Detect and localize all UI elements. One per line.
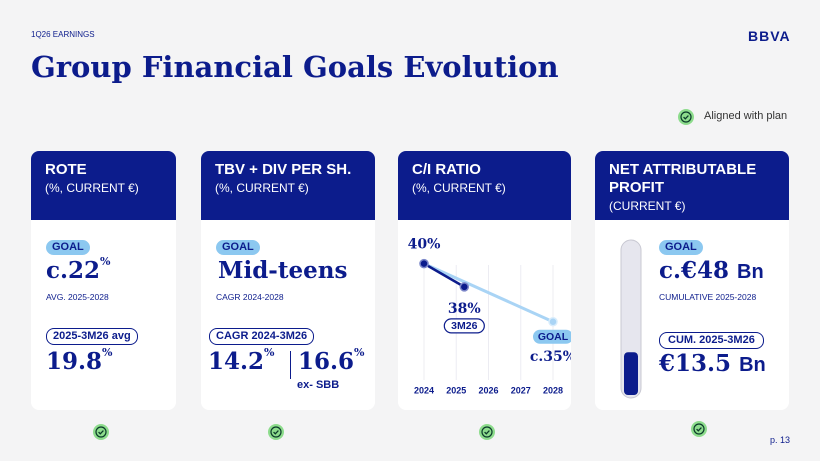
card-title: ROTE (45, 161, 87, 178)
actual-tag: CAGR 2024-3M26 (209, 328, 315, 345)
card-header: C/I RATIO (%, CURRENT €) (398, 151, 571, 220)
unit: Bn (739, 354, 766, 376)
title: Group Financial Goals Evolution (31, 50, 559, 84)
goal-tag: GOAL (659, 240, 703, 255)
value: Mid-teens (218, 257, 348, 284)
eyebrow: 1Q26 EARNINGS (31, 30, 95, 39)
unit: Bn (737, 261, 764, 283)
value: 48 (697, 257, 730, 284)
x-tick-label: 2027 (511, 385, 531, 395)
line (423, 262, 465, 288)
actual-value: 14.2% (208, 346, 275, 375)
goal-tag: GOAL (46, 240, 90, 255)
card-subtitle: (%, CURRENT €) (45, 181, 139, 195)
ci-chart: 2024 2025 2026 2027 2028 c.35% GOAL 40% 38% 3M26 (408, 237, 571, 395)
unit: % (354, 346, 365, 359)
goal-note: AVG. 2025-2028 (46, 292, 109, 302)
card: NET ATTRIBUTABLE PROFIT (CURRENT €) GOAL … (595, 151, 789, 410)
point-tag-box (533, 329, 571, 344)
gauge-fill (624, 352, 638, 395)
value: 13.5 (675, 350, 732, 377)
value-label: 40% (408, 237, 441, 253)
card: ROTE (%, CURRENT €) GOAL c.22% AVG. 2025-… (31, 151, 176, 410)
check-icon (678, 109, 694, 125)
actual-value: 19.8% (46, 346, 113, 375)
actual-alt-value: 16.6% (298, 346, 365, 375)
card-header: NET ATTRIBUTABLE PROFIT (CURRENT €) (595, 151, 789, 220)
legend-label: Aligned with plan (704, 110, 788, 122)
card-title: C/I RATIO (412, 161, 481, 178)
check-icon (691, 421, 707, 437)
divider (290, 351, 291, 379)
logo: BBVA (748, 28, 791, 44)
check-icon (93, 424, 109, 440)
card-title: TBV + DIV PER SH. (215, 161, 352, 178)
point (548, 317, 558, 327)
point (419, 258, 429, 269)
goal-note: CUMULATIVE 2025-2028 (659, 292, 757, 302)
card-subtitle: (CURRENT €) (609, 199, 686, 213)
card-header: ROTE (%, CURRENT €) (31, 151, 176, 220)
point-tag-box (443, 318, 485, 334)
prefix: € (659, 350, 676, 377)
goal-tag: GOAL (216, 240, 260, 255)
actual-tag: 2025-3M26 avg (46, 328, 138, 345)
page-number: p. 13 (770, 435, 791, 445)
point-tag: 3M26 (451, 320, 477, 332)
line (423, 262, 554, 324)
prefix: c.€ (659, 257, 698, 284)
goal-value: c.22% (46, 255, 111, 284)
actual-value: €13.5 Bn (659, 350, 766, 377)
goal-value: c.€48 Bn (659, 257, 764, 284)
card: TBV + DIV PER SH. (%, CURRENT €) GOAL Mid… (201, 151, 375, 410)
value: 14.2 (208, 348, 265, 375)
actual-tag: CUM. 2025-3M26 (659, 332, 764, 349)
point-tag: GOAL (538, 331, 569, 343)
actual-alt-note: ex- SBB (297, 379, 340, 391)
value: c.22 (46, 257, 101, 284)
unit: % (102, 346, 113, 359)
card-subtitle: (%, CURRENT €) (215, 181, 309, 195)
point (459, 282, 470, 292)
unit: % (100, 255, 111, 268)
card: C/I RATIO (%, CURRENT €) 2024 2025 2026 2027… (398, 151, 571, 410)
value: 19.8 (46, 348, 103, 375)
card-subtitle: (%, CURRENT €) (412, 181, 506, 195)
goal-note: CAGR 2024-2028 (216, 292, 284, 302)
value-label: c.35% (530, 349, 571, 365)
value: 16.6 (298, 348, 355, 375)
x-tick-label: 2024 (414, 385, 434, 395)
card-title: NET ATTRIBUTABLE PROFIT (609, 161, 757, 196)
unit: % (264, 346, 275, 359)
value-label: 38% (448, 301, 481, 317)
card-header: TBV + DIV PER SH. (%, CURRENT €) (201, 151, 375, 220)
check-icon (479, 424, 495, 440)
progress-gauge (620, 239, 642, 399)
x-tick-label: 2026 (478, 385, 498, 395)
x-tick-label: 2025 (446, 385, 466, 395)
x-tick-label: 2028 (543, 385, 563, 395)
check-icon (268, 424, 284, 440)
goal-value: Mid-teens (218, 257, 347, 284)
